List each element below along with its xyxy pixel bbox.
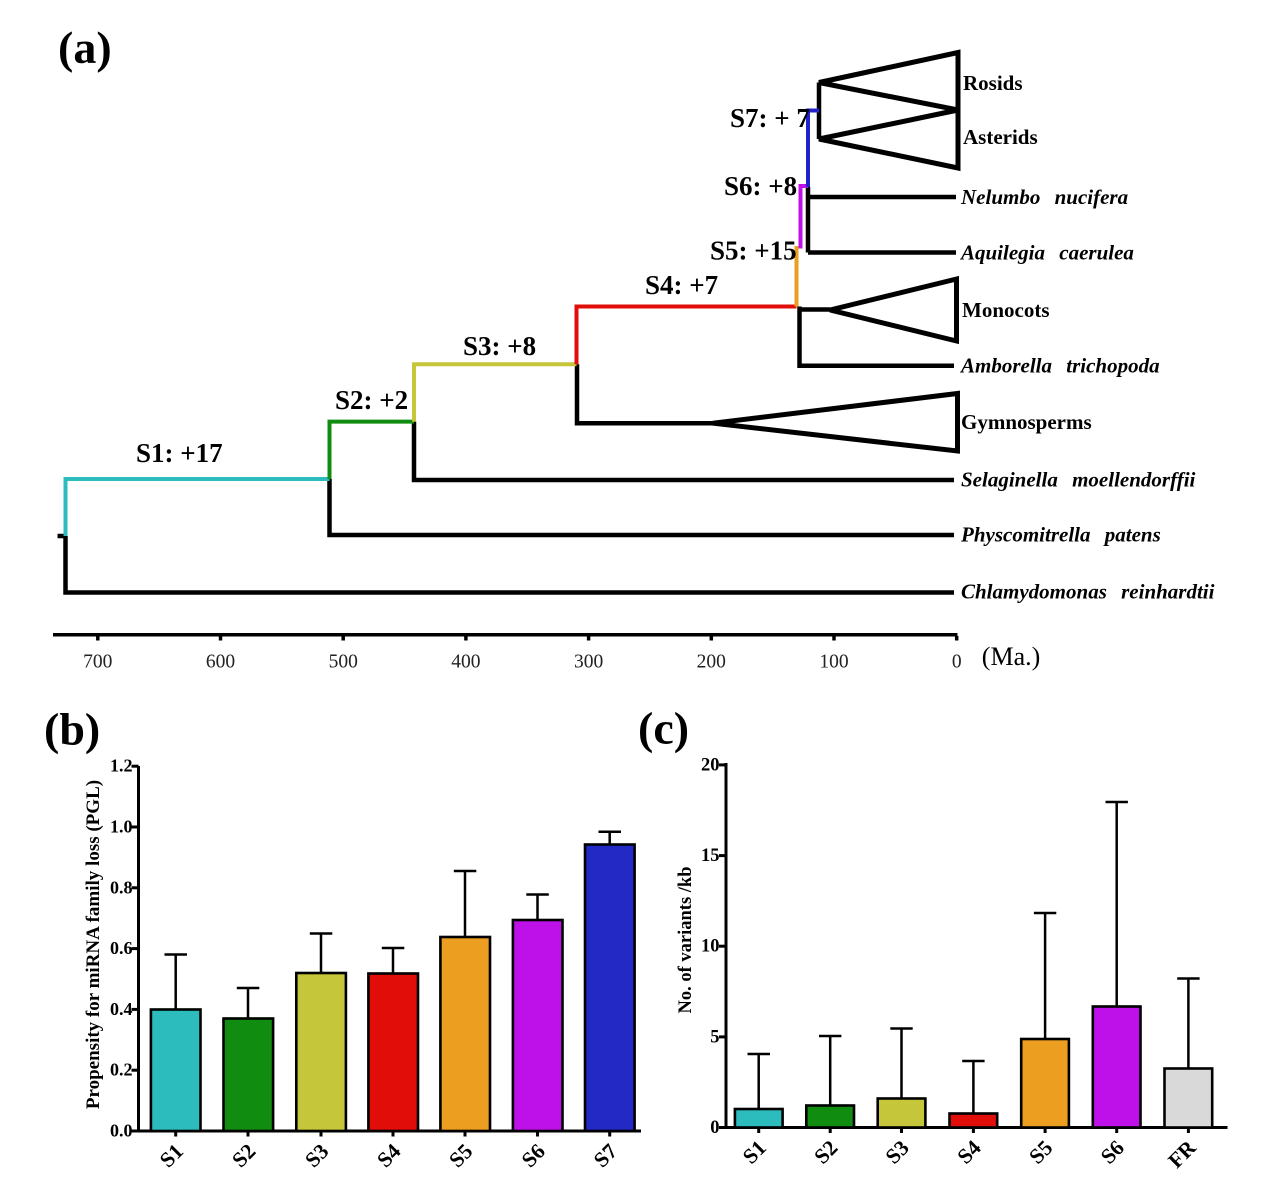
- svg-text:Propensity for miRNA family lo: Propensity for miRNA family loss (PGL): [83, 780, 104, 1109]
- svg-text:0.4: 0.4: [110, 999, 133, 1019]
- svg-text:Physcomitrella patens: Physcomitrella patens: [960, 523, 1161, 547]
- svg-text:Asterids: Asterids: [963, 125, 1038, 149]
- svg-text:Rosids: Rosids: [963, 71, 1023, 95]
- svg-text:S3: +8: S3: +8: [463, 331, 536, 361]
- svg-text:100: 100: [819, 652, 848, 673]
- svg-text:Selaginella moellendorffii: Selaginella moellendorffii: [961, 468, 1196, 492]
- svg-text:(a): (a): [58, 22, 112, 73]
- svg-text:400: 400: [451, 652, 480, 673]
- svg-text:Gymnosperms: Gymnosperms: [961, 410, 1092, 434]
- svg-text:Nelumbo nucifera: Nelumbo nucifera: [960, 185, 1128, 209]
- svg-text:S5: +15: S5: +15: [710, 236, 797, 266]
- svg-text:Monocots: Monocots: [962, 298, 1050, 322]
- svg-text:200: 200: [697, 652, 726, 673]
- svg-text:S1: +17: S1: +17: [136, 438, 223, 468]
- svg-text:500: 500: [329, 652, 358, 673]
- svg-text:S7: + 7: S7: + 7: [730, 103, 810, 133]
- svg-text:No. of variants /kb: No. of variants /kb: [676, 867, 696, 1014]
- svg-text:0: 0: [952, 652, 962, 673]
- svg-text:5: 5: [710, 1027, 719, 1047]
- svg-text:300: 300: [574, 652, 603, 673]
- svg-text:0.0: 0.0: [110, 1121, 133, 1141]
- svg-text:20: 20: [701, 755, 720, 775]
- svg-text:10: 10: [701, 937, 720, 957]
- svg-text:0.2: 0.2: [110, 1060, 133, 1080]
- svg-text:(Ma.): (Ma.): [982, 642, 1040, 671]
- svg-text:600: 600: [206, 652, 235, 673]
- svg-text:Amborella trichopoda: Amborella trichopoda: [959, 354, 1160, 378]
- svg-text:0: 0: [710, 1118, 719, 1138]
- svg-text:0.8: 0.8: [110, 877, 133, 897]
- svg-text:S6: +8: S6: +8: [724, 171, 797, 201]
- svg-text:700: 700: [83, 652, 112, 673]
- svg-text:1.0: 1.0: [110, 817, 133, 837]
- svg-text:Aquilegia caerulea: Aquilegia caerulea: [959, 241, 1134, 265]
- svg-text:S2: +2: S2: +2: [335, 385, 408, 415]
- svg-text:15: 15: [701, 846, 720, 866]
- svg-text:(b): (b): [44, 704, 100, 755]
- svg-text:(c): (c): [638, 703, 689, 754]
- svg-text:S4: +7: S4: +7: [645, 270, 718, 300]
- svg-text:1.2: 1.2: [110, 756, 133, 776]
- svg-text:0.6: 0.6: [110, 938, 133, 958]
- svg-text:Chlamydomonas reinhardtii: Chlamydomonas reinhardtii: [961, 580, 1215, 604]
